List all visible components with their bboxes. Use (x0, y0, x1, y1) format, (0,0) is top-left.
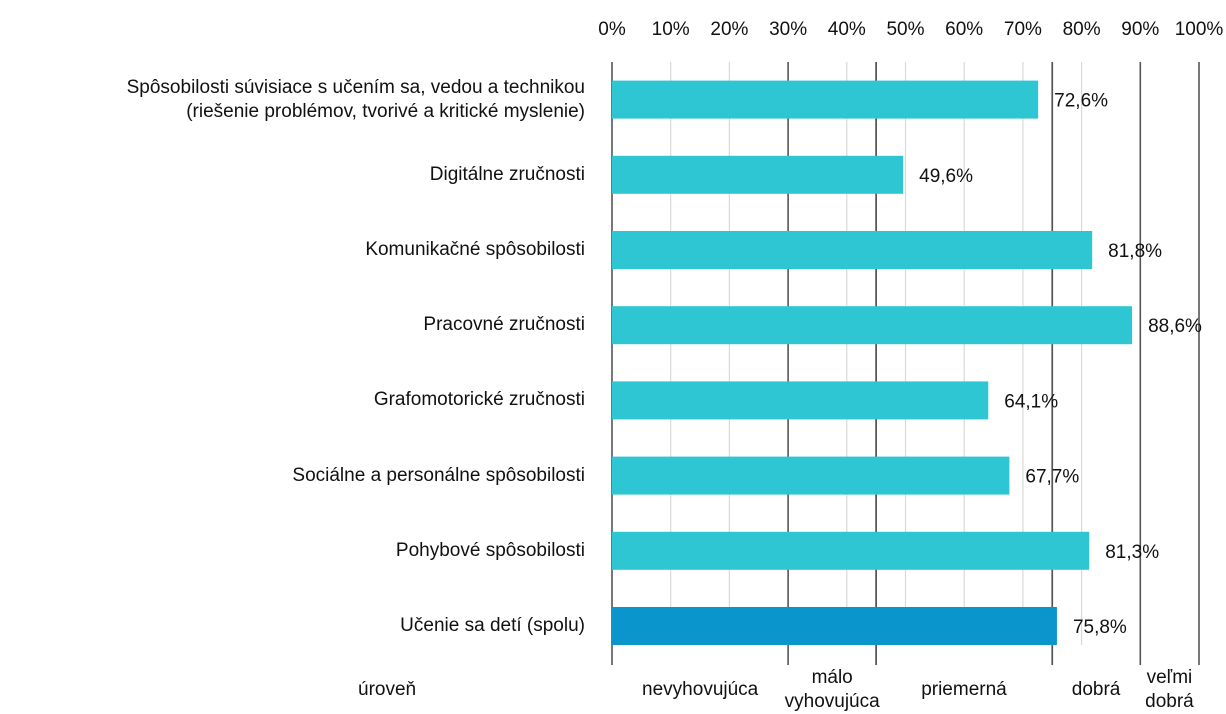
x-tick-label: 40% (828, 19, 866, 40)
value-label: 64,1% (1004, 391, 1058, 412)
bar (612, 306, 1133, 345)
value-label: 49,6% (919, 166, 973, 187)
bar (612, 381, 989, 420)
category-label: Sociálne a personálne spôsobilosti (292, 464, 585, 486)
x-tick-label: 100% (1175, 19, 1224, 40)
value-label: 72,6% (1054, 91, 1108, 112)
bar (612, 80, 1039, 119)
bar (612, 531, 1090, 570)
bar (612, 231, 1093, 269)
x-tick-label: 80% (1063, 19, 1101, 40)
x-tick-label: 70% (1004, 19, 1042, 40)
level-label: málo vyhovujúca (784, 667, 880, 712)
level-label: veľmi dobrá (1145, 667, 1194, 712)
value-label: 75,8% (1073, 617, 1127, 638)
x-tick-label: 0% (598, 19, 626, 40)
x-tick-label: 30% (769, 19, 807, 40)
category-label: Komunikačné spôsobilosti (365, 239, 585, 260)
category-label: Spôsobilosti súvisiace s učením sa, vedo… (126, 76, 585, 122)
level-label: dobrá (1071, 679, 1121, 700)
bar (612, 155, 904, 194)
category-label: Pohybové spôsobilosti (395, 539, 585, 561)
level-label: nevyhovujúca (642, 679, 759, 700)
level-axis-label: úroveň (358, 679, 417, 700)
bar (612, 456, 1010, 495)
category-label: Grafomotorické zručnosti (373, 389, 585, 411)
value-label: 88,6% (1148, 316, 1202, 337)
level-label: priemerná (921, 679, 1007, 700)
x-tick-label: 20% (710, 19, 748, 40)
bar (612, 607, 1057, 645)
category-label: Pracovné zručnosti (423, 314, 585, 336)
x-tick-label: 50% (886, 19, 924, 40)
category-label: Učenie sa detí (spolu) (400, 615, 585, 636)
x-tick-label: 10% (652, 19, 690, 40)
category-label: Digitálne zručnosti (429, 163, 585, 185)
x-tick-label: 90% (1121, 19, 1159, 40)
x-tick-label: 60% (945, 19, 983, 40)
value-label: 81,8% (1108, 241, 1162, 262)
value-label: 81,3% (1105, 542, 1159, 563)
value-label: 67,7% (1025, 467, 1079, 488)
